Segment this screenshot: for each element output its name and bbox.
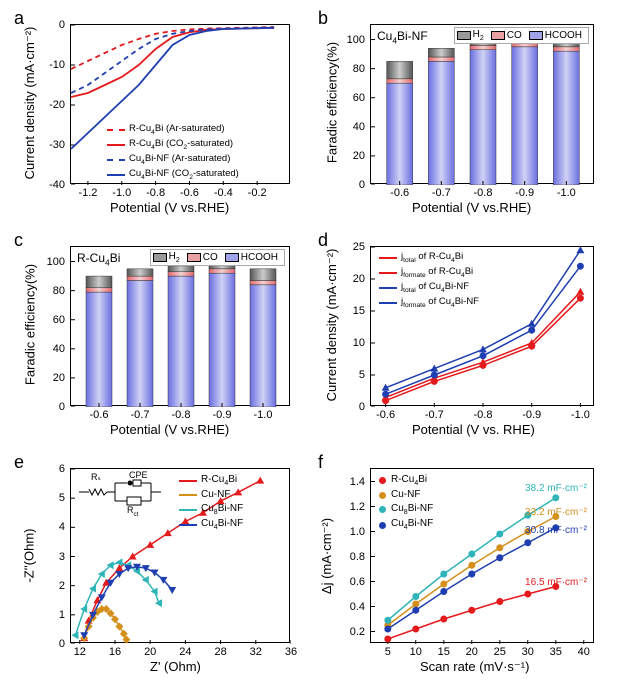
ylabel-b: Faradic efficiency(%): [325, 23, 340, 183]
ylabel-e: -Z''(Ohm): [22, 491, 37, 621]
xlabel-c: Potential (V vs.RHE): [110, 422, 229, 437]
chart-f: 0.20.40.60.81.01.21.451015202530354038.2…: [370, 468, 594, 643]
ylabel-a: Current density (mA·cm⁻²): [22, 23, 38, 183]
xlabel-b: Potential (V vs.RHE): [412, 200, 531, 215]
chart-d: 0510152025-0.6-0.7-0.8-0.9-1.0jtotal of …: [370, 246, 594, 406]
panel-label-f: f: [318, 452, 323, 473]
chart-b: 020406080100-0.6-0.7-0.8-0.9-1.0Cu4Bi-NF…: [370, 24, 594, 184]
xlabel-f: Scan rate (mV·s⁻¹): [420, 659, 529, 675]
ylabel-c: Faradic efficiency(%): [23, 245, 38, 405]
ylabel-f: Δj (mA·cm⁻²): [319, 491, 335, 621]
xlabel-e: Z' (Ohm): [150, 659, 201, 674]
chart-e: 012345612162024283236RₛCPERctR-Cu4BiCu-N…: [70, 468, 290, 643]
xlabel-a: Potential (V vs.RHE): [110, 200, 229, 215]
ylabel-d: Current density (mA·cm⁻²): [324, 245, 340, 405]
chart-a: -40-30-20-100-1.2-1.0-0.8-0.6-0.4-0.2R-C…: [70, 24, 290, 184]
panel-label-e: e: [14, 452, 24, 473]
xlabel-d: Potential (V vs. RHE): [412, 422, 535, 437]
chart-c: 020406080100-0.6-0.7-0.8-0.9-1.0R-Cu4BiH…: [70, 246, 290, 406]
